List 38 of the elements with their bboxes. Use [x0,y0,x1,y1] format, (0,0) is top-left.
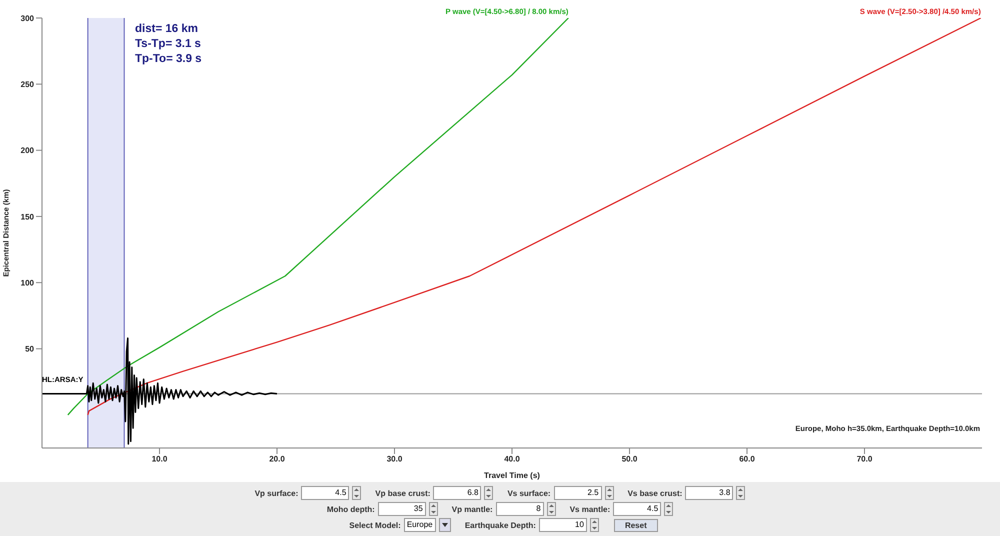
x-tick-label: 60.0 [739,454,756,464]
y-tick-label: 100 [20,278,35,288]
text: 3.8 [685,486,734,500]
x-axis-title: Travel Time (s) [484,471,540,480]
y-tick-label: 150 [20,212,35,222]
text: 2.5 [554,486,602,500]
text: Reset [614,518,658,532]
text: Select Model: [349,520,401,530]
text: Vp base crust: [375,488,430,498]
x-tick-label: 40.0 [504,454,520,464]
text: Vs mantle: [570,504,610,514]
text: 35 [378,502,426,516]
text: Vp surface: [254,488,298,498]
text: Vp mantle: [452,504,493,514]
text: Vs base crust: [628,488,682,498]
text: 6.8 [433,486,482,500]
text: 4.5 [613,502,662,516]
y-tick-label: 300 [20,14,35,23]
y-tick-label: 250 [20,80,35,89]
text: Vs surface: [507,488,551,498]
text: 10 [538,518,587,532]
x-tick-label: 20.0 [269,454,286,464]
text: 8 [496,502,544,516]
text: Earthquake Depth: [464,520,536,530]
text: Europe [404,518,436,532]
text: 4.5 [301,486,350,500]
line-series [87,18,982,416]
x-tick-label: 30.0 [386,454,403,464]
y-tick-label: 200 [20,146,35,156]
x-tick-label: 50.0 [622,454,638,464]
annotation: Ts-Tp= 3.1 s [135,37,202,52]
x-tick-label: 70.0 [856,454,873,464]
annotation: Tp-To= 3.9 s [135,52,202,67]
text: Moho depth: [326,504,375,514]
annotation: dist= 16 km [135,22,199,37]
line-series [42,337,278,445]
y-tick-label: 50 [25,344,35,354]
x-tick-label: 10.0 [152,454,168,464]
